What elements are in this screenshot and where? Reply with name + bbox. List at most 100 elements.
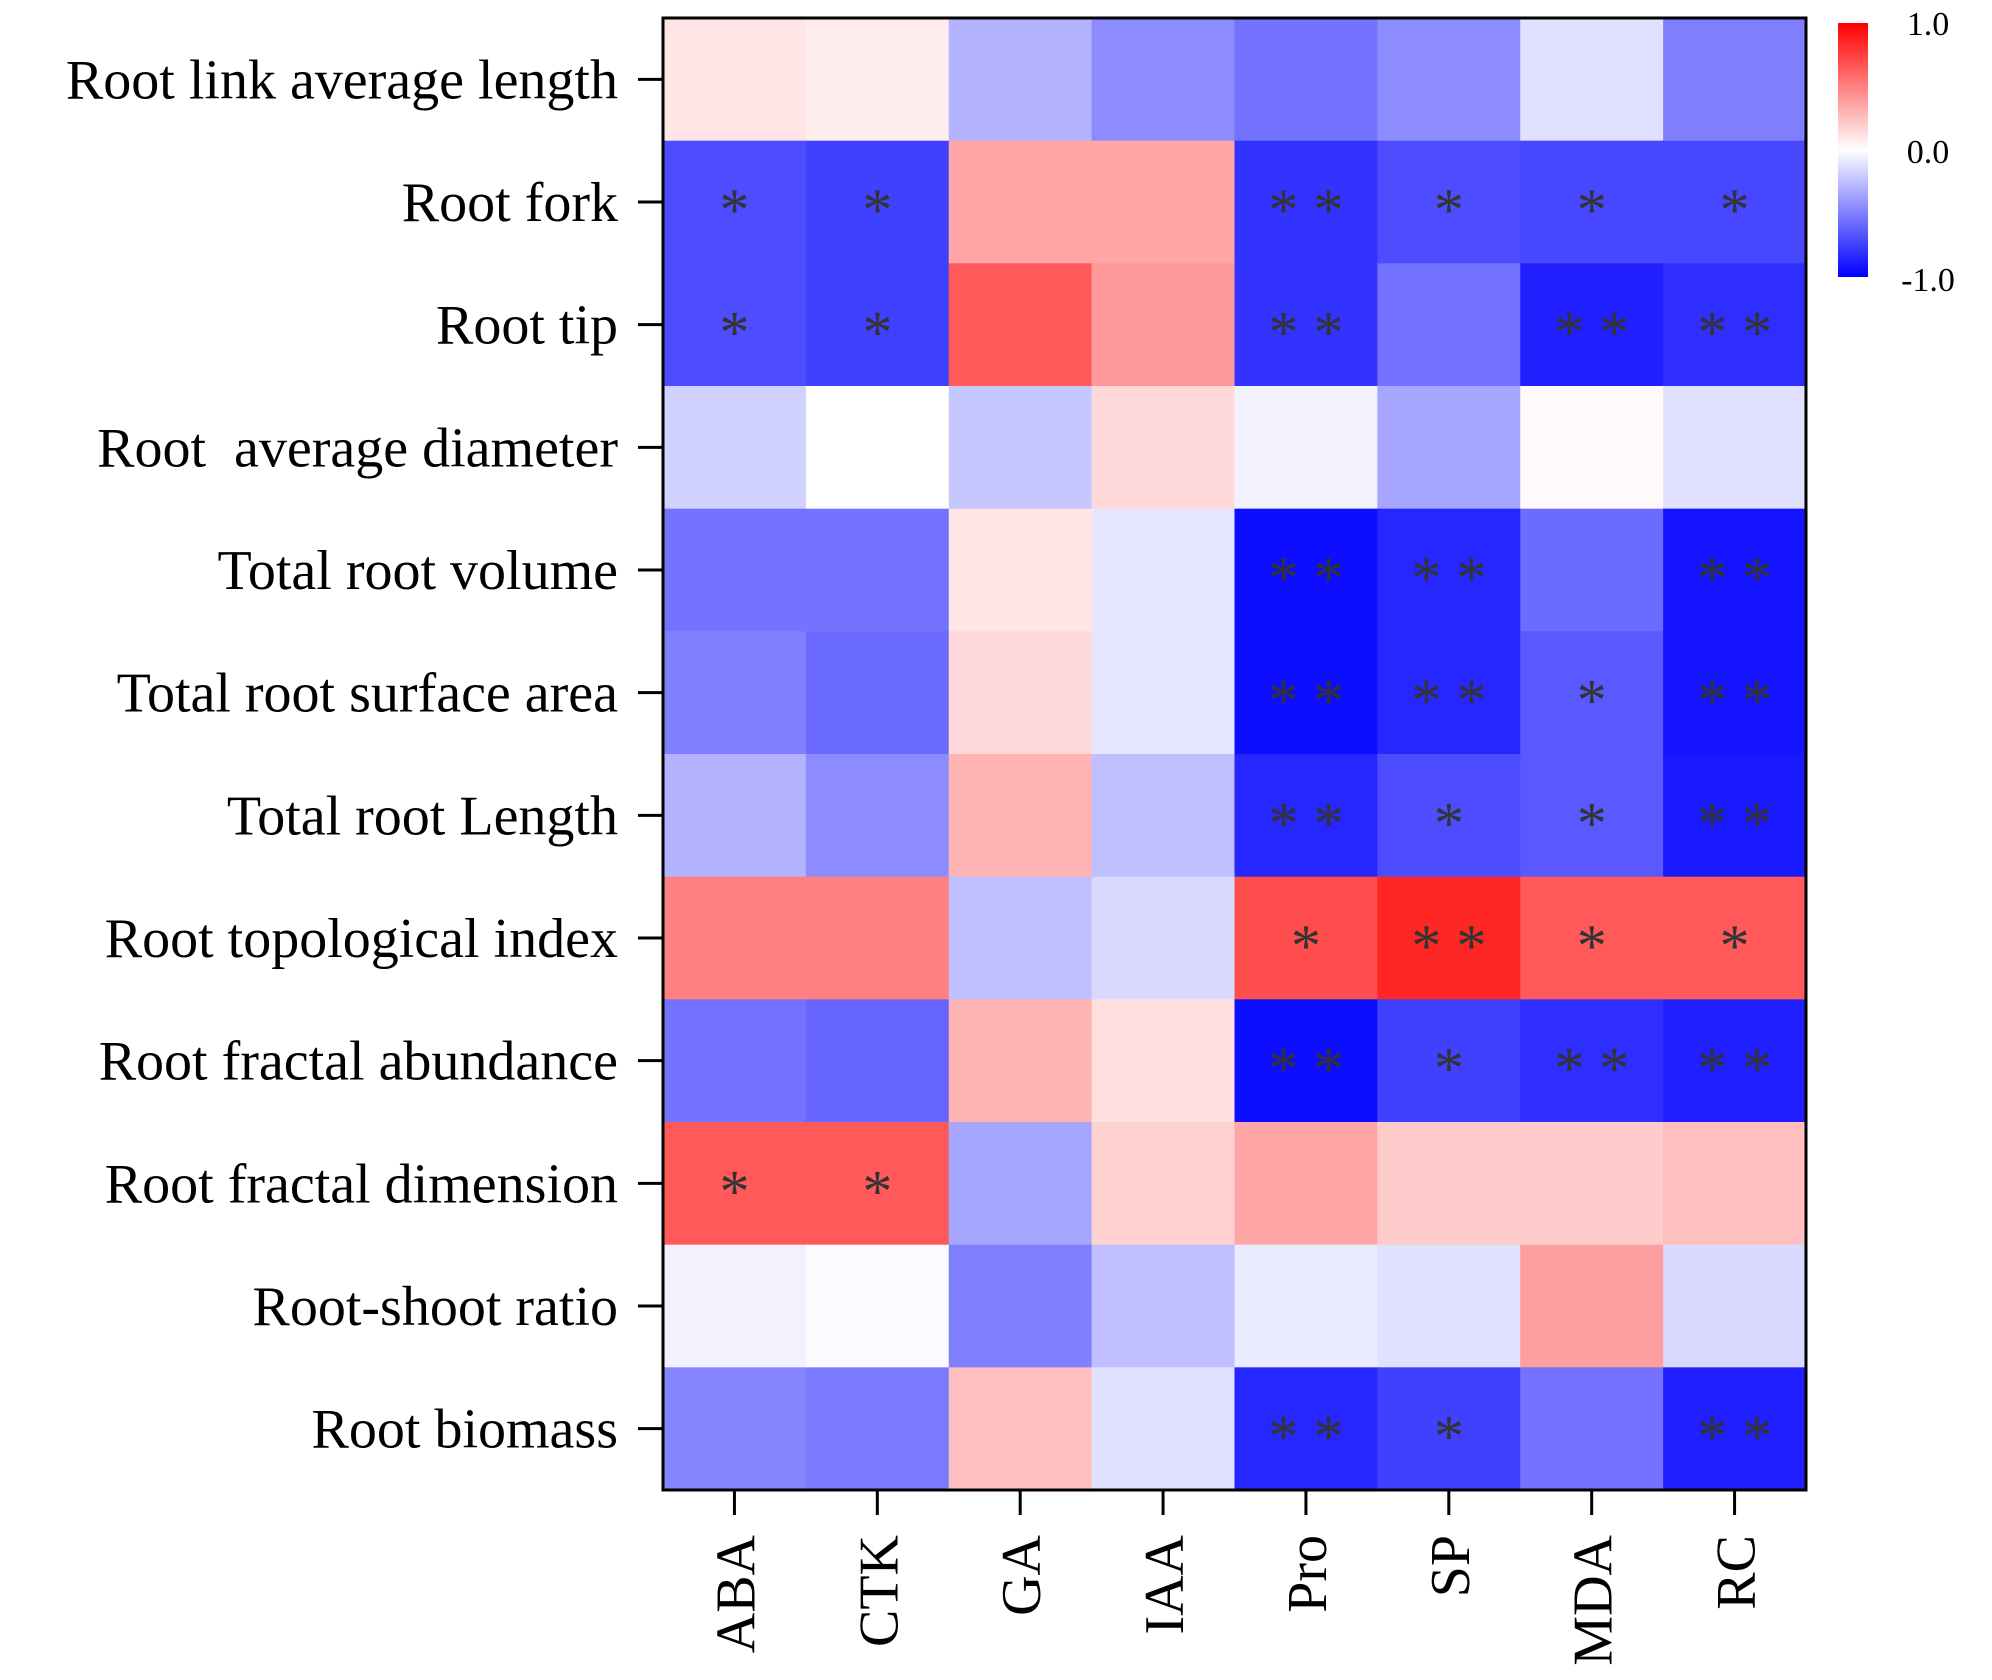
heatmap-cell [948,1244,1093,1368]
heatmap-cell [948,263,1093,387]
heatmap-cell [1377,631,1521,755]
heatmap-cell [1234,631,1378,755]
significance-marker: * [1577,790,1607,856]
colorbar-tick-max: 1.0 [1907,6,1950,43]
heatmap-cell [1377,1367,1521,1491]
heatmap-cell [948,999,1093,1123]
significance-marker: * * [1411,545,1486,611]
heatmap-cell [948,631,1093,755]
row-label: Root average diameter [97,417,618,479]
column-label: MDA [1563,1534,1625,1665]
heatmap-cell [1234,1122,1378,1246]
heatmap-cell [948,876,1093,1000]
heatmap-cell [663,18,807,142]
significance-marker: * [1577,668,1607,734]
significance-marker: * [1291,913,1321,979]
heatmap-cell [1663,999,1807,1123]
significance-marker: * [1577,913,1607,979]
heatmap-cell [1377,999,1521,1123]
heatmap-cell [1234,754,1378,878]
significance-marker: * [1434,1036,1464,1102]
heatmap-cell [805,140,950,264]
heatmap-cell [805,1367,950,1491]
significance-marker: * * [1268,790,1343,856]
row-label: Root-shoot ratio [252,1276,618,1338]
heatmap-cell [805,754,950,878]
column-label: ABA [705,1534,767,1653]
heatmap-cell [1091,631,1236,755]
heatmap-cell [948,754,1093,878]
significance-marker: * * [1554,300,1629,366]
heatmap-cell [1234,18,1378,142]
heatmap-cell [1520,508,1664,632]
significance-marker: * [1577,177,1607,243]
significance-marker: * * [1268,177,1343,243]
significance-marker: * [862,300,892,366]
row-label: Root fractal abundance [99,1031,618,1093]
plot-frame [661,16,1808,1492]
heatmap-cell [1520,1367,1664,1491]
heatmap-cell [1234,140,1378,264]
significance-marker: * * [1268,545,1343,611]
heatmap-cell [663,631,807,755]
heatmap-cell [948,1122,1093,1246]
heatmap-cell [1520,1244,1664,1368]
significance-marker: * * [1268,300,1343,366]
column-label: SP [1420,1535,1482,1597]
colorbar-tick-mid: 0.0 [1907,134,1950,171]
heatmap-cell [1091,1122,1236,1246]
column-label: CTK [848,1535,910,1647]
heatmap-cell [663,1122,807,1246]
heatmap-cell [1377,754,1521,878]
row-label: Root biomass [312,1399,618,1461]
heatmap-cell [1663,876,1807,1000]
heatmap-cell [663,386,807,510]
significance-marker: * [1434,177,1464,243]
heatmap-cell [1091,386,1236,510]
heatmap-cell [805,1122,950,1246]
heatmap-cell [948,140,1093,264]
heatmap-cell [805,386,950,510]
heatmap-cell [1377,876,1521,1000]
heatmap-cell [1520,263,1664,387]
heatmap-cell [1663,754,1807,878]
row-labels: Root link average length Root fork Root ti… [66,49,663,1461]
heatmap-cell [1234,876,1378,1000]
heatmap-cell [1234,386,1378,510]
heatmap-cell [1377,140,1521,264]
heatmap-cell [1377,386,1521,510]
significance-marker: * * [1411,913,1486,979]
heatmap-cell [805,263,950,387]
heatmap-cell [663,876,807,1000]
heatmap-cell [1663,1122,1807,1246]
significance-marker: * [719,300,749,366]
heatmap-cell [1091,508,1236,632]
significance-marker: * [719,177,749,243]
heatmap-cell [948,18,1093,142]
heatmap-cells [663,18,1807,1491]
significance-marker: * * [1268,1404,1343,1470]
significance-marker: * * [1697,790,1772,856]
column-label: Pro [1277,1535,1339,1613]
heatmap-cell [1520,386,1664,510]
heatmap-cell [1091,754,1236,878]
significance-marker: * [1720,913,1750,979]
significance-marker: * * [1268,1036,1343,1102]
heatmap-cell [1520,754,1664,878]
significance-marker: * [1434,1404,1464,1470]
significance-marker: * * [1697,1036,1772,1102]
significance-marker: * [1720,177,1750,243]
heatmap-cell [1091,18,1236,142]
column-labels: ABA CTK GA IAA Pro SP MDA RC [705,1490,1768,1666]
row-label: Root fractal dimension [105,1153,618,1215]
row-label: Root fork [402,172,618,234]
significance-marker: * * [1697,668,1772,734]
heatmap-cell [1663,386,1807,510]
heatmap-cell [1377,18,1521,142]
row-label: Root tip [436,295,618,357]
significance-marker: * * [1697,300,1772,366]
heatmap-cell [1377,1244,1521,1368]
colorbar-gradient [1838,23,1868,277]
heatmap-cell [1520,876,1664,1000]
significance-marker: * * [1554,1036,1629,1102]
